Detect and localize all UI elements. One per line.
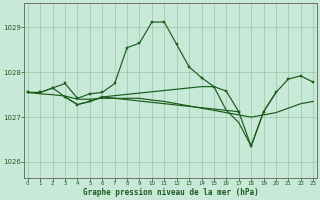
X-axis label: Graphe pression niveau de la mer (hPa): Graphe pression niveau de la mer (hPa) — [83, 188, 258, 197]
